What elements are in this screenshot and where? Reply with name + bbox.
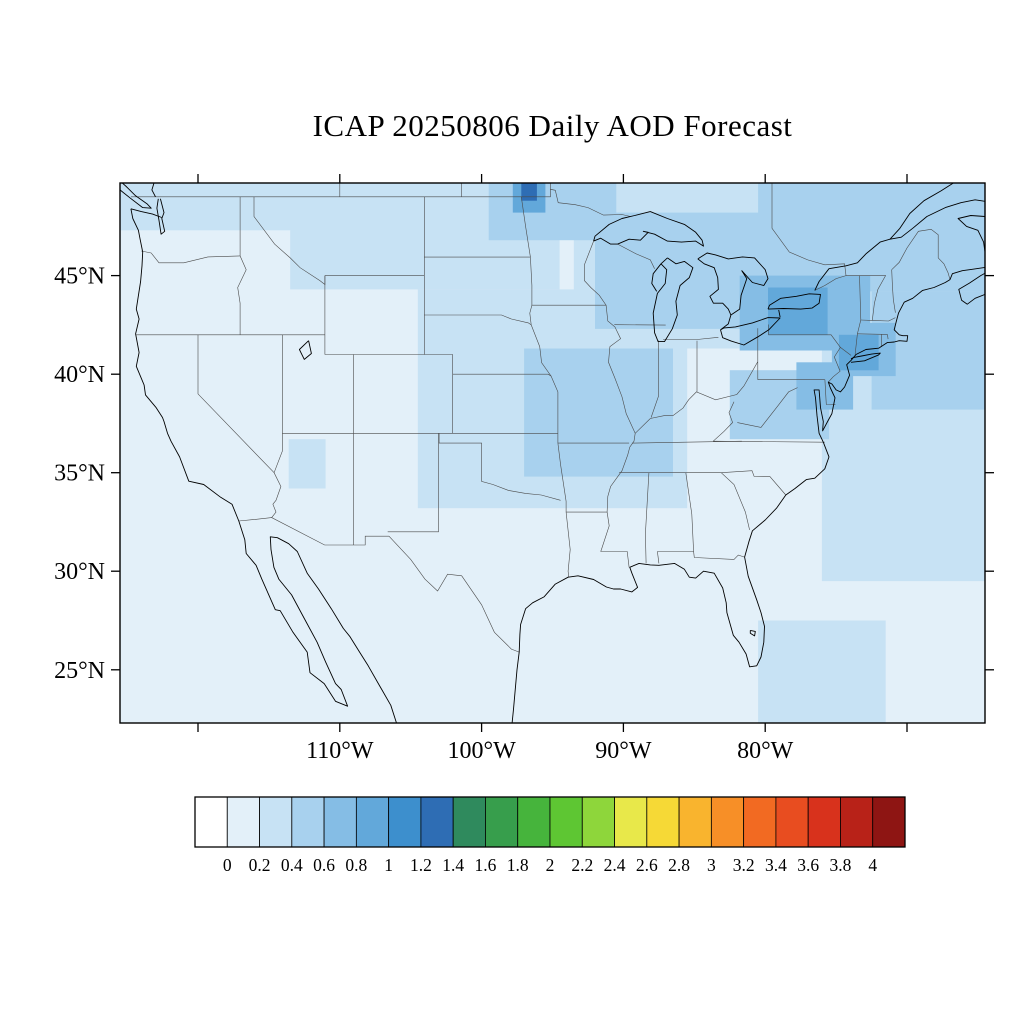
colorbar-cell bbox=[226, 796, 260, 848]
lon-tick-label: 100°W bbox=[447, 738, 516, 764]
colorbar-cell bbox=[420, 796, 454, 848]
colorbar-label: 0 bbox=[223, 855, 232, 875]
aod-cell bbox=[758, 183, 985, 292]
colorbar-cell bbox=[743, 796, 777, 848]
colorbar-label: 3.6 bbox=[797, 855, 819, 875]
colorbar-label: 3.2 bbox=[733, 855, 755, 875]
aod-cell bbox=[758, 620, 886, 723]
map-frame bbox=[119, 182, 986, 724]
axis-labels: 110°W 100°W 90°W 80°W 45°N 40°N 35°N 30°N 25°N bbox=[54, 264, 794, 764]
colorbar-cell bbox=[646, 796, 680, 848]
colorbar-cell bbox=[710, 796, 745, 848]
colorbar-label: 1.8 bbox=[507, 855, 529, 875]
colorbar-cell bbox=[872, 796, 906, 848]
aod-cell bbox=[521, 183, 537, 201]
colorbar-cell bbox=[840, 796, 874, 848]
colorbar-label: 0.2 bbox=[249, 855, 271, 875]
colorbar-label: 4 bbox=[868, 855, 877, 875]
colorbar-label: 3.4 bbox=[765, 855, 787, 875]
colorbar-label: 2.2 bbox=[571, 855, 593, 875]
aod-cell bbox=[288, 439, 326, 489]
colorbar-label: 3.8 bbox=[830, 855, 852, 875]
colorbar-label: 0.8 bbox=[345, 855, 367, 875]
colorbar-cell bbox=[355, 796, 390, 848]
colorbar-cell bbox=[194, 796, 228, 848]
colorbar-label: 2 bbox=[546, 855, 555, 875]
aod-cell bbox=[768, 287, 828, 335]
colorbar: 0 0.2 0.4 0.6 0.8 1 1.2 1.4 1.6 1.8 2 2.2 2.4 2.6 2.8 3… bbox=[194, 796, 906, 875]
axis-ticks bbox=[111, 174, 994, 732]
colorbar-cell bbox=[807, 796, 841, 848]
colorbar-cell bbox=[517, 796, 551, 848]
colorbar-cell bbox=[388, 796, 422, 848]
chart-title: ICAP 20250806 Daily AOD Forecast bbox=[312, 108, 793, 143]
colorbar-label: 1.4 bbox=[442, 855, 464, 875]
colorbar-cell bbox=[581, 796, 615, 848]
lat-tick-label: 40°N bbox=[54, 362, 105, 388]
colorbar-label: 0.4 bbox=[281, 855, 303, 875]
aod-cell bbox=[838, 334, 879, 371]
colorbar-label: 1.6 bbox=[475, 855, 497, 875]
colorbar-cell bbox=[291, 796, 325, 848]
lat-tick-label: 35°N bbox=[54, 461, 105, 487]
state-borders bbox=[130, 183, 951, 653]
colorbar-cell bbox=[549, 796, 583, 848]
lon-tick-label: 80°W bbox=[737, 738, 794, 764]
lat-tick-label: 30°N bbox=[54, 559, 105, 585]
colorbar-cell bbox=[323, 796, 357, 848]
coastlines bbox=[120, 183, 985, 723]
colorbar-label: 3 bbox=[707, 855, 716, 875]
colorbar-label: 1.2 bbox=[410, 855, 432, 875]
colorbar-cell bbox=[259, 796, 293, 848]
aod-cell bbox=[524, 348, 673, 477]
lat-tick-label: 45°N bbox=[54, 264, 105, 290]
colorbar-label: 2.4 bbox=[604, 855, 626, 875]
lon-tick-label: 110°W bbox=[306, 738, 374, 764]
lat-tick-label: 25°N bbox=[54, 658, 105, 684]
colorbar-cell bbox=[614, 796, 648, 848]
colorbar-label: 2.6 bbox=[636, 855, 658, 875]
colorbar-cell bbox=[678, 796, 712, 848]
aod-field bbox=[120, 183, 985, 723]
lon-tick-label: 90°W bbox=[595, 738, 652, 764]
colorbar-frame bbox=[194, 796, 906, 848]
aod-cell bbox=[120, 183, 319, 231]
colorbar-label: 0.6 bbox=[313, 855, 335, 875]
colorbar-label: 2.8 bbox=[668, 855, 690, 875]
colorbar-cell bbox=[485, 796, 519, 848]
colorbar-cell bbox=[775, 796, 809, 848]
colorbar-cell bbox=[452, 796, 486, 848]
colorbar-label: 1 bbox=[384, 855, 393, 875]
